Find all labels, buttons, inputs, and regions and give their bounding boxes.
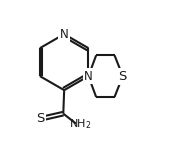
Text: NH$_2$: NH$_2$ (69, 118, 92, 131)
Text: N: N (84, 70, 93, 83)
Text: S: S (36, 112, 44, 125)
Text: N: N (60, 28, 69, 41)
Text: S: S (119, 70, 127, 83)
